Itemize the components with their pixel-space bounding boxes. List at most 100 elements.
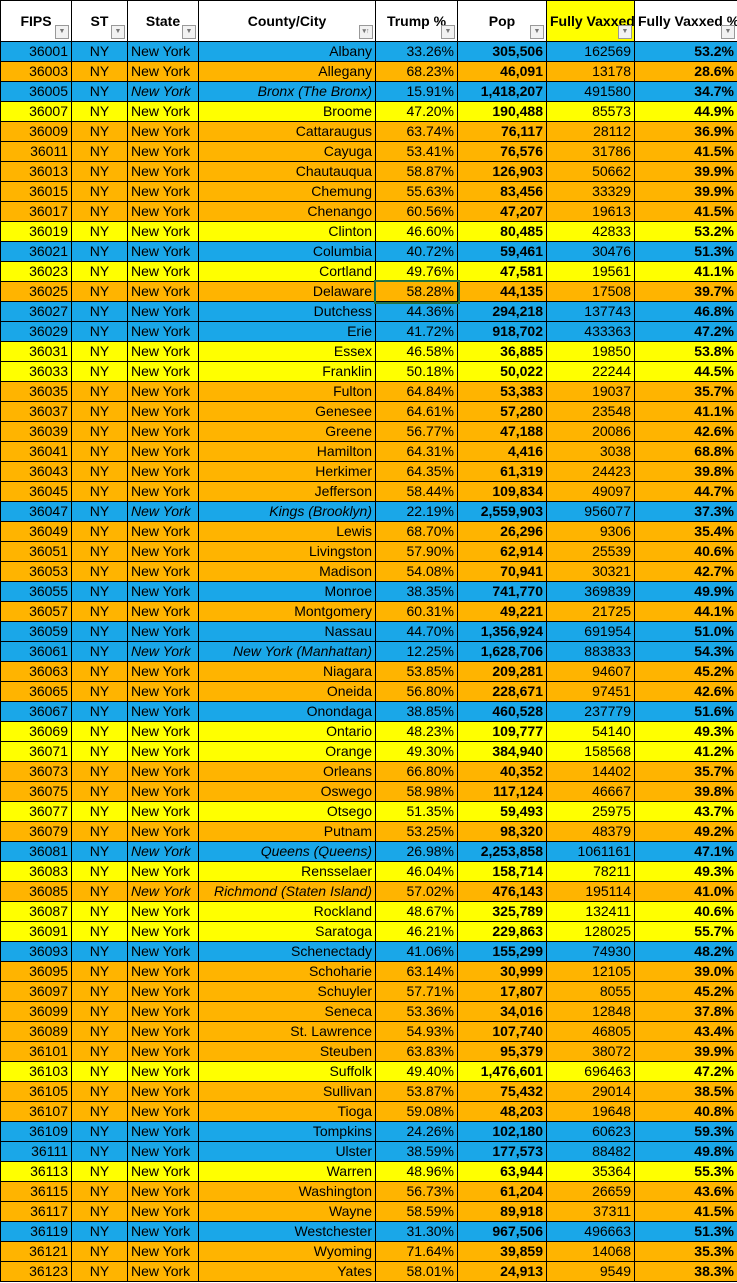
- cell-fully-vaxxed[interactable]: 94607: [546, 661, 635, 682]
- cell-fully-vaxxed-pct[interactable]: 51.0%: [634, 621, 737, 642]
- filter-dropdown-icon[interactable]: ▼: [441, 25, 455, 39]
- cell-county[interactable]: Ontario: [198, 721, 376, 742]
- cell-fips[interactable]: 36113: [0, 1161, 72, 1182]
- cell-trump-pct[interactable]: 54.93%: [375, 1021, 458, 1042]
- cell-fully-vaxxed-pct[interactable]: 49.9%: [634, 581, 737, 602]
- cell-pop[interactable]: 47,207: [457, 201, 547, 222]
- cell-fips[interactable]: 36025: [0, 281, 72, 302]
- cell-fully-vaxxed[interactable]: 17508: [546, 281, 635, 302]
- cell-county[interactable]: Monroe: [198, 581, 376, 602]
- cell-state[interactable]: New York: [127, 661, 199, 682]
- cell-trump-pct[interactable]: 60.56%: [375, 201, 458, 222]
- cell-state[interactable]: New York: [127, 201, 199, 222]
- cell-fips[interactable]: 36055: [0, 581, 72, 602]
- cell-state[interactable]: New York: [127, 561, 199, 582]
- cell-fips[interactable]: 36005: [0, 81, 72, 102]
- cell-trump-pct[interactable]: 63.14%: [375, 961, 458, 982]
- cell-st[interactable]: NY: [71, 841, 128, 862]
- cell-pop[interactable]: 59,493: [457, 801, 547, 822]
- cell-fully-vaxxed[interactable]: 19648: [546, 1101, 635, 1122]
- cell-state[interactable]: New York: [127, 321, 199, 342]
- cell-fully-vaxxed[interactable]: 25539: [546, 541, 635, 562]
- cell-trump-pct[interactable]: 63.83%: [375, 1041, 458, 1062]
- cell-county[interactable]: Rockland: [198, 901, 376, 922]
- cell-state[interactable]: New York: [127, 141, 199, 162]
- cell-st[interactable]: NY: [71, 281, 128, 302]
- cell-fully-vaxxed[interactable]: 12848: [546, 1001, 635, 1022]
- cell-trump-pct[interactable]: 46.60%: [375, 221, 458, 242]
- cell-fully-vaxxed-pct[interactable]: 35.7%: [634, 381, 737, 402]
- cell-fully-vaxxed[interactable]: 128025: [546, 921, 635, 942]
- cell-fips[interactable]: 36029: [0, 321, 72, 342]
- cell-st[interactable]: NY: [71, 681, 128, 702]
- cell-trump-pct[interactable]: 59.08%: [375, 1101, 458, 1122]
- column-header-county-city[interactable]: County/City ▾↑: [198, 0, 376, 42]
- cell-state[interactable]: New York: [127, 881, 199, 902]
- cell-county[interactable]: Seneca: [198, 1001, 376, 1022]
- cell-st[interactable]: NY: [71, 821, 128, 842]
- cell-county[interactable]: Fulton: [198, 381, 376, 402]
- cell-fully-vaxxed-pct[interactable]: 68.8%: [634, 441, 737, 462]
- cell-fully-vaxxed[interactable]: 19613: [546, 201, 635, 222]
- cell-county[interactable]: Tompkins: [198, 1121, 376, 1142]
- cell-fully-vaxxed[interactable]: 54140: [546, 721, 635, 742]
- cell-state[interactable]: New York: [127, 1041, 199, 1062]
- cell-fully-vaxxed-pct[interactable]: 45.2%: [634, 661, 737, 682]
- cell-trump-pct[interactable]: 63.74%: [375, 121, 458, 142]
- cell-county[interactable]: Kings (Brooklyn): [198, 501, 376, 522]
- cell-trump-pct[interactable]: 49.40%: [375, 1061, 458, 1082]
- cell-trump-pct[interactable]: 58.59%: [375, 1201, 458, 1222]
- cell-fully-vaxxed-pct[interactable]: 39.0%: [634, 961, 737, 982]
- cell-st[interactable]: NY: [71, 641, 128, 662]
- cell-st[interactable]: NY: [71, 621, 128, 642]
- cell-fips[interactable]: 36071: [0, 741, 72, 762]
- cell-st[interactable]: NY: [71, 181, 128, 202]
- cell-fully-vaxxed[interactable]: 88482: [546, 1141, 635, 1162]
- cell-trump-pct[interactable]: 49.30%: [375, 741, 458, 762]
- cell-fully-vaxxed[interactable]: 496663: [546, 1221, 635, 1242]
- cell-fully-vaxxed[interactable]: 85573: [546, 101, 635, 122]
- cell-fips[interactable]: 36013: [0, 161, 72, 182]
- cell-pop[interactable]: 70,941: [457, 561, 547, 582]
- cell-county[interactable]: New York (Manhattan): [198, 641, 376, 662]
- cell-state[interactable]: New York: [127, 241, 199, 262]
- cell-fips[interactable]: 36107: [0, 1101, 72, 1122]
- cell-state[interactable]: New York: [127, 161, 199, 182]
- cell-fully-vaxxed-pct[interactable]: 34.7%: [634, 81, 737, 102]
- cell-county[interactable]: Jefferson: [198, 481, 376, 502]
- cell-trump-pct[interactable]: 64.31%: [375, 441, 458, 462]
- cell-state[interactable]: New York: [127, 821, 199, 842]
- cell-fully-vaxxed-pct[interactable]: 55.3%: [634, 1161, 737, 1182]
- cell-county[interactable]: Oneida: [198, 681, 376, 702]
- cell-trump-pct[interactable]: 46.58%: [375, 341, 458, 362]
- cell-county[interactable]: Genesee: [198, 401, 376, 422]
- cell-fully-vaxxed-pct[interactable]: 39.8%: [634, 781, 737, 802]
- cell-state[interactable]: New York: [127, 941, 199, 962]
- cell-county[interactable]: Queens (Queens): [198, 841, 376, 862]
- column-header-trump[interactable]: Trump % ▼: [375, 0, 458, 42]
- cell-pop[interactable]: 30,999: [457, 961, 547, 982]
- cell-county[interactable]: Dutchess: [198, 301, 376, 322]
- cell-fully-vaxxed-pct[interactable]: 39.9%: [634, 161, 737, 182]
- cell-state[interactable]: New York: [127, 1121, 199, 1142]
- cell-state[interactable]: New York: [127, 621, 199, 642]
- cell-county[interactable]: Orange: [198, 741, 376, 762]
- cell-fully-vaxxed-pct[interactable]: 46.8%: [634, 301, 737, 322]
- cell-fully-vaxxed-pct[interactable]: 55.7%: [634, 921, 737, 942]
- cell-county[interactable]: Yates: [198, 1261, 376, 1282]
- filter-dropdown-icon[interactable]: ▼: [111, 25, 125, 39]
- cell-county[interactable]: Richmond (Staten Island): [198, 881, 376, 902]
- cell-fips[interactable]: 36037: [0, 401, 72, 422]
- cell-fully-vaxxed[interactable]: 22244: [546, 361, 635, 382]
- cell-st[interactable]: NY: [71, 421, 128, 442]
- cell-state[interactable]: New York: [127, 361, 199, 382]
- cell-county[interactable]: Montgomery: [198, 601, 376, 622]
- cell-fips[interactable]: 36033: [0, 361, 72, 382]
- cell-fully-vaxxed[interactable]: 38072: [546, 1041, 635, 1062]
- cell-state[interactable]: New York: [127, 1101, 199, 1122]
- cell-state[interactable]: New York: [127, 421, 199, 442]
- cell-fips[interactable]: 36073: [0, 761, 72, 782]
- filter-dropdown-icon[interactable]: ▼: [530, 25, 544, 39]
- cell-st[interactable]: NY: [71, 501, 128, 522]
- cell-st[interactable]: NY: [71, 901, 128, 922]
